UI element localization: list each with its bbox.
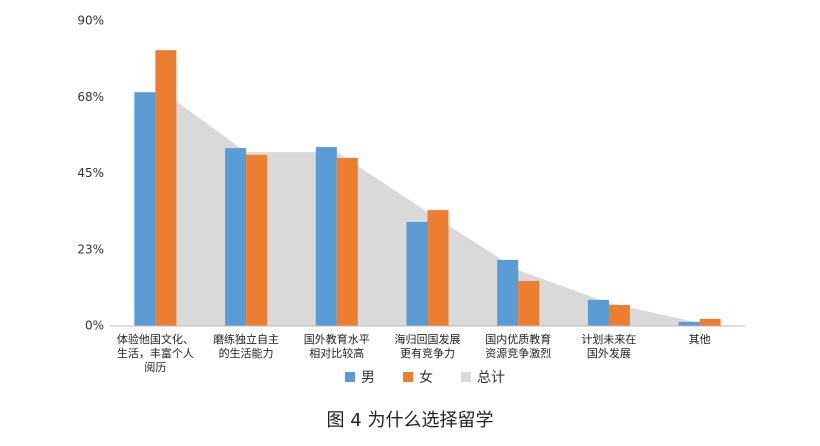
x-tick-label: 磨练独立自主 的生活能力 <box>213 333 280 360</box>
y-tick-label: 90% <box>77 14 104 28</box>
legend-label: 男 <box>361 370 375 386</box>
x-tick-label: 国外教育水平 相对比较高 <box>303 333 370 360</box>
x-tick-label: 计划未来在 国外发展 <box>581 333 637 360</box>
y-tick-label: 68% <box>77 90 104 104</box>
bar <box>336 157 358 326</box>
y-tick-label: 45% <box>77 166 104 180</box>
bar <box>587 299 609 326</box>
bar <box>427 210 449 326</box>
legend-swatch <box>403 372 413 382</box>
bar <box>315 147 337 326</box>
x-tick-label: 国内优质教育 资源竞争激烈 <box>485 333 552 360</box>
x-tick-label: 其他 <box>688 333 711 346</box>
legend-swatch <box>461 372 471 382</box>
bar <box>155 50 177 327</box>
bar <box>246 154 268 326</box>
x-tick-label: 海归回国发展 更有竞争力 <box>394 333 461 360</box>
y-tick-label: 0% <box>85 319 104 333</box>
bar <box>406 221 428 326</box>
x-tick-label: 体验他国文化、 生活，丰富个人 阅历 <box>116 333 194 374</box>
caption: 图 4 为什么选择留学 <box>326 410 494 431</box>
legend-swatch <box>345 372 355 382</box>
y-tick-label: 23% <box>77 242 104 256</box>
bar <box>518 280 540 326</box>
legend-label: 女 <box>419 369 433 386</box>
bar <box>497 259 519 326</box>
bar <box>699 318 721 326</box>
legend-label: 总计 <box>477 370 505 386</box>
bar <box>608 304 630 326</box>
bar <box>678 321 700 326</box>
bar <box>225 148 247 326</box>
bar <box>134 92 156 327</box>
area <box>155 86 700 326</box>
